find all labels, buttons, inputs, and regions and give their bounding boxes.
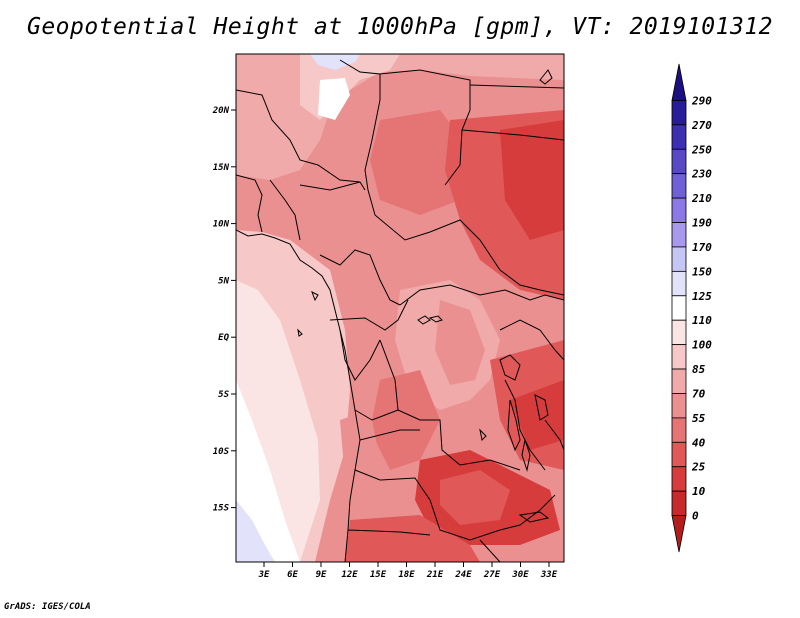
lat-label: 15S: [213, 504, 230, 514]
colorbar-label: 110: [692, 314, 712, 327]
colorbar-swatch: [671, 295, 687, 321]
colorbar-label: 85: [692, 363, 706, 376]
country-borders: [236, 59, 564, 562]
colorbar-label: 25: [691, 461, 706, 474]
grads-credit: GrADS: IGES/COLA: [4, 602, 91, 612]
height-field: [236, 54, 564, 562]
colorbar-swatch: [671, 100, 687, 126]
colorbar-label: 55: [692, 412, 706, 425]
colorbar-label: 0: [692, 510, 699, 523]
lat-label: 5N: [218, 276, 229, 286]
lon-label: 24E: [454, 570, 472, 580]
colorbar-label: 70: [692, 387, 706, 400]
lon-label: 30E: [511, 570, 529, 580]
colorbar-label: 230: [691, 168, 712, 181]
colorbar-swatch: [671, 441, 687, 468]
lon-label: 15E: [370, 570, 387, 580]
colorbar-label: 10: [692, 485, 706, 498]
map-frame: [235, 53, 565, 563]
lon-label: 6E: [287, 570, 298, 580]
lon-label: 33E: [540, 570, 558, 580]
lat-label: 20N: [212, 106, 230, 116]
colorbar-label: 190: [692, 217, 712, 230]
colorbar-swatch: [671, 148, 687, 175]
lat-label: 15N: [213, 163, 230, 173]
colorbar-swatch: [671, 173, 687, 199]
lat-label: 10S: [213, 447, 230, 457]
lon-label: 18E: [398, 570, 415, 580]
colorbar-swatch: [671, 466, 687, 492]
colorbar-swatch: [671, 344, 687, 370]
colorbar-swatch: [671, 246, 687, 272]
colorbar-label: 250: [691, 143, 712, 156]
colorbar-swatch: [671, 124, 687, 150]
lon-label: 3E: [258, 570, 270, 580]
colorbar: 0 10 25 40 55 70 85 100 110 125 150 170 190 210 230 250…: [671, 63, 712, 553]
latitude-axis: 20N 15N 10N 5N EQ 5S 10S 15S: [212, 106, 236, 514]
colorbar-swatch: [671, 417, 687, 443]
colorbar-label: 125: [692, 290, 712, 303]
colorbar-swatch: [671, 197, 687, 223]
lat-label: 10N: [213, 220, 230, 230]
lon-label: 27E: [483, 570, 501, 580]
lat-label: EQ: [218, 333, 229, 343]
colorbar-end-bottom: [671, 515, 687, 553]
colorbar-label: 100: [692, 339, 712, 352]
colorbar-swatch: [671, 319, 687, 346]
lon-label: 12E: [341, 570, 358, 580]
colorbar-label: 150: [692, 265, 712, 278]
colorbar-label: 210: [691, 192, 712, 205]
longitude-axis: 3E 6E 9E 12E 15E 18E 21E 24E 27E 30E 33E: [258, 562, 558, 580]
colorbar-swatch: [671, 393, 687, 419]
colorbar-swatch: [671, 270, 687, 297]
colorbar-swatch: [671, 368, 687, 394]
colorbar-swatch: [671, 222, 687, 248]
colorbar-label: 170: [692, 241, 712, 254]
colorbar-end-top: [671, 63, 687, 101]
colorbar-swatch: [671, 490, 687, 516]
map-title: Geopotential Height at 1000hPa [gpm], VT…: [26, 14, 774, 40]
colorbar-label: 40: [692, 436, 706, 449]
colorbar-label: 270: [691, 119, 712, 132]
lon-label: 21E: [426, 570, 444, 580]
lat-label: 5S: [218, 390, 229, 400]
lon-label: 9E: [316, 570, 327, 580]
colorbar-label: 290: [691, 94, 712, 107]
